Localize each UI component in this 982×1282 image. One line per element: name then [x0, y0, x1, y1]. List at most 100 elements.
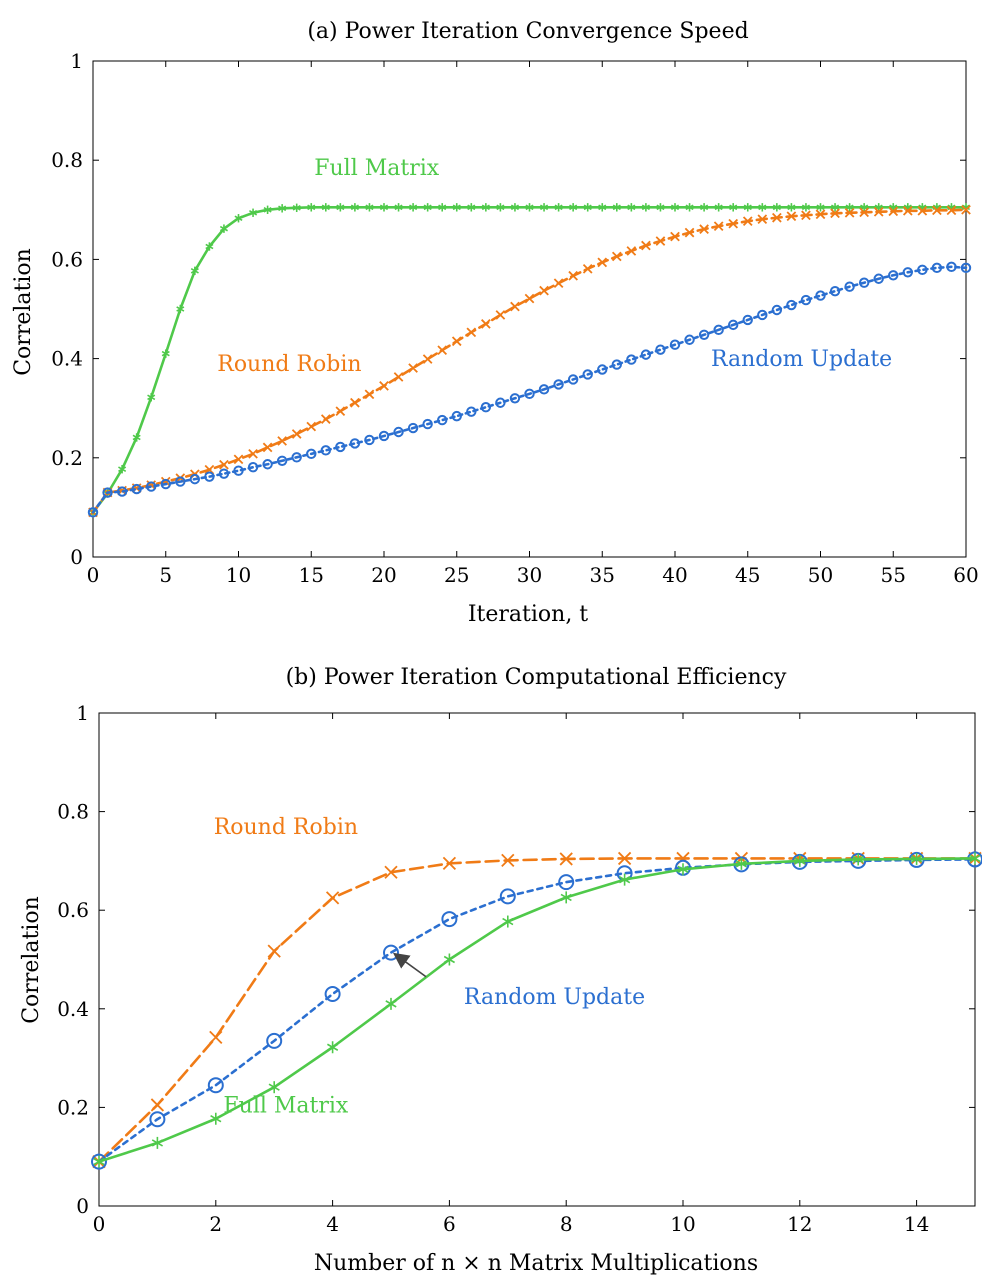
data-point [499, 888, 516, 905]
data-point [627, 203, 636, 212]
data-point [321, 203, 330, 212]
data-point [209, 1030, 223, 1045]
data-point [917, 205, 928, 216]
data-point [829, 285, 841, 297]
data-point [510, 203, 519, 212]
data-point [268, 1081, 280, 1094]
data-point [524, 388, 535, 400]
y-tick-label: 0 [70, 545, 83, 569]
data-point [247, 462, 259, 473]
data-point [335, 406, 346, 417]
data-point [422, 418, 433, 430]
data-point [641, 240, 651, 251]
data-point [655, 344, 666, 355]
series-line [97, 857, 977, 1163]
data-point [384, 865, 398, 879]
y-tick-label: 0.4 [57, 997, 89, 1021]
data-point [204, 471, 215, 482]
data-point [451, 410, 462, 422]
y-tick-label: 0.6 [51, 247, 83, 271]
data-point [852, 853, 864, 866]
series-label: Random Update [464, 985, 645, 1010]
data-point [553, 278, 564, 289]
data-point [772, 203, 781, 212]
data-point [873, 206, 884, 217]
data-point [844, 207, 855, 218]
data-point [560, 891, 572, 904]
data-point [189, 473, 201, 485]
data-point [379, 203, 389, 212]
data-point [234, 214, 243, 223]
data-point [830, 208, 840, 219]
data-point [262, 442, 273, 453]
data-point [626, 246, 637, 256]
data-point [161, 349, 170, 358]
data-point [656, 203, 665, 212]
data-point [771, 304, 783, 316]
data-point [336, 203, 345, 212]
data-point [467, 203, 476, 212]
data-point [816, 203, 825, 212]
data-point [699, 224, 709, 234]
data-point [160, 478, 171, 490]
data-point [349, 438, 361, 449]
data-point [327, 1041, 339, 1054]
data-point [684, 334, 695, 345]
data-point [324, 986, 341, 1003]
data-point [249, 208, 258, 217]
series-random-update [91, 851, 982, 1170]
series-round-robin [92, 851, 982, 1169]
data-point [525, 203, 534, 212]
data-point [466, 327, 477, 338]
series-line [91, 265, 968, 514]
plot-frame [98, 712, 976, 1207]
data-point [393, 372, 404, 382]
data-point [176, 304, 185, 314]
data-point [307, 203, 316, 212]
data-point [582, 369, 593, 380]
data-point [437, 414, 448, 426]
data-point [611, 359, 622, 370]
data-point [670, 231, 680, 242]
data-point [786, 211, 797, 222]
data-point [932, 205, 942, 216]
x-tick-label: 0 [93, 1212, 106, 1236]
data-point [815, 290, 826, 301]
x-tick-label: 15 [299, 563, 324, 587]
y-tick-label: 0.2 [57, 1095, 89, 1119]
x-tick-label: 5 [159, 563, 172, 587]
data-point [757, 309, 768, 321]
data-point [640, 349, 652, 360]
data-point [611, 251, 622, 262]
data-point [728, 319, 739, 331]
series-random-update [87, 261, 972, 518]
data-point [438, 203, 447, 212]
series-label: Random Update [711, 347, 892, 372]
series-full-matrix [93, 852, 981, 1168]
data-point [946, 261, 957, 273]
data-point [93, 1155, 105, 1168]
data-point [233, 465, 244, 476]
data-point [677, 863, 689, 876]
series-full-matrix [88, 203, 971, 517]
data-point [960, 262, 972, 274]
data-point [263, 205, 272, 214]
series-label: Full Matrix [314, 156, 440, 181]
data-point [729, 203, 738, 212]
data-point [495, 397, 506, 408]
data-point [597, 364, 608, 375]
chart-panel-a: (a) Power Iteration Convergence Speed It… [11, 19, 979, 627]
data-point [481, 319, 491, 329]
x-tick-label: 8 [560, 1212, 573, 1236]
x-tick-label: 14 [904, 1212, 929, 1236]
data-point [685, 203, 694, 212]
y-tick-label: 0.8 [51, 148, 83, 172]
data-point [713, 221, 724, 232]
data-point [466, 406, 477, 417]
data-point [743, 203, 752, 212]
x-tick-label: 60 [953, 563, 978, 587]
data-point [277, 436, 287, 446]
data-point [845, 203, 854, 212]
x-tick-label: 12 [787, 1212, 812, 1236]
data-point [568, 270, 578, 281]
